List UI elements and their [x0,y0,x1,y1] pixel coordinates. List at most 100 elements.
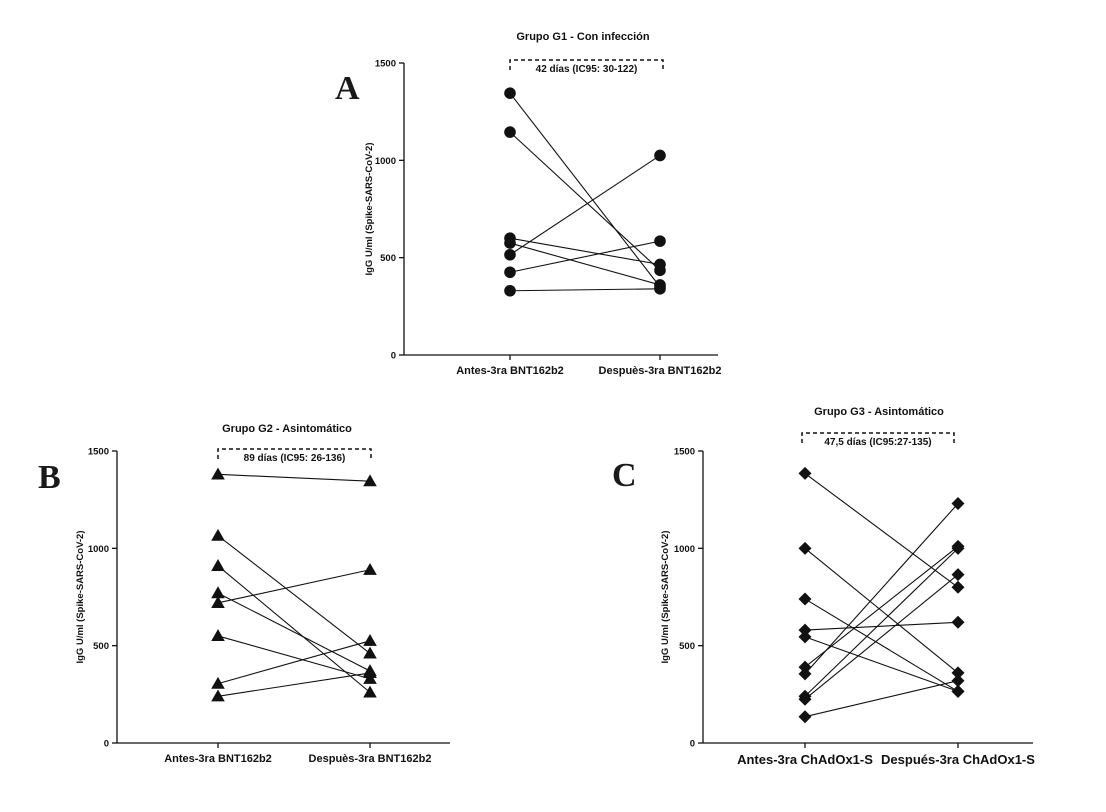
y-tick-label: 1000 [88,544,109,555]
paired-line [804,547,959,697]
y-tick-label: 0 [690,739,695,750]
paired-line [217,569,371,604]
before-point [211,586,225,599]
panel-c-title: Grupo G3 - Asintomático [814,406,944,418]
interval-annotation: 42 días (IC95: 30-122) [536,64,638,75]
interval-bracket [509,59,664,70]
before-point [504,266,516,279]
after-point [363,646,377,659]
paired-line [217,592,371,672]
panel-a: A Grupo G1 - Con infección 0 500 1000 1500 A… [335,31,721,377]
x-category-label: Después-3ra ChAdOx1-S [881,752,1035,767]
paired-line [217,635,371,680]
x-category-label: Antes-3ra BNT162b2 [164,753,272,765]
before-point [504,87,516,99]
before-point [211,676,225,689]
after-point [951,568,965,582]
paired-line [509,237,661,266]
paired-line [217,672,371,697]
paired-line [217,535,371,654]
after-point [951,674,965,688]
y-tick-label: 500 [679,641,695,652]
y-tick-label: 1500 [375,59,396,70]
before-point [211,467,225,480]
x-category-label: Antes-3ra ChAdOx1-S [737,752,873,767]
paired-line [217,640,371,685]
after-point [951,580,965,594]
panel-b: B Grupo G2 - Asintomático 0 500 1000 1500 An… [38,423,450,765]
paired-line [804,680,959,718]
x-category-label: Despuès-3ra BNT162b2 [599,365,722,377]
paired-line [217,565,371,693]
before-point [504,237,516,249]
before-point [798,592,812,606]
before-point [798,667,812,681]
before-point [798,692,812,706]
before-point [798,630,812,644]
paired-line [509,288,661,292]
before-point [798,623,812,637]
paired-line [509,131,661,271]
after-point [654,235,666,247]
x-category-label: Despuès-3ra BNT162b2 [309,753,432,765]
panel-b-plot: 0 500 1000 1500 Antes-3ra BNT162b2 Despuès-3r… [75,447,450,765]
panel-letter-a: A [335,70,360,107]
y-axis-label: IgG U/ml (Spike-SARS-CoV-2) [75,530,86,663]
paired-line [804,598,959,692]
panel-letter-c: C [612,457,637,494]
after-point [951,541,965,555]
after-point [951,615,965,629]
after-point [654,149,666,162]
before-point [211,528,225,541]
after-point [654,283,666,295]
after-point [363,634,377,646]
panel-c: C Grupo G3 - Asintomático 0 500 1000 1500 An… [612,406,1035,767]
paired-line [217,473,371,482]
paired-line [804,472,959,588]
before-point [211,596,225,608]
before-point [211,629,225,642]
y-tick-label: 1000 [674,544,695,555]
x-category-label: Antes-3ra BNT162b2 [456,365,564,377]
before-point [798,541,812,555]
before-point [798,710,812,724]
paired-line [804,574,959,700]
interval-bracket [217,448,372,459]
y-tick-label: 1500 [674,447,695,458]
paired-line [509,155,661,256]
after-point [363,474,377,487]
y-tick-label: 1500 [88,447,109,458]
paired-line [804,503,959,675]
interval-annotation: 47,5 días (IC95:27-135) [824,437,931,448]
panel-c-plot: 0 500 1000 1500 Antes-3ra ChAdOx1-S Después-3… [660,432,1035,767]
y-tick-label: 500 [380,253,396,264]
after-point [951,666,965,680]
after-point [363,562,377,575]
after-point [654,258,666,271]
after-point [951,497,965,511]
before-point [211,689,225,702]
y-tick-label: 0 [391,351,396,362]
y-tick-label: 500 [93,641,109,652]
y-axis-label: IgG U/ml (Spike-SARS-CoV-2) [364,142,375,275]
panel-a-title: Grupo G1 - Con infección [516,31,650,43]
after-point [363,666,377,679]
y-tick-label: 1000 [375,156,396,167]
before-point [504,248,516,261]
paired-line [509,92,661,288]
paired-line [509,242,661,286]
y-axis-label: IgG U/ml (Spike-SARS-CoV-2) [660,530,671,663]
paired-line [509,240,661,273]
interval-bracket [801,432,955,443]
before-point [798,466,812,480]
interval-annotation: 89 días (IC95: 26-136) [244,453,346,464]
before-point [504,126,516,138]
after-point [363,685,377,698]
panel-letter-b: B [38,459,61,496]
before-point [211,559,225,571]
after-point [951,684,965,698]
paired-line [804,621,959,631]
paired-line [804,547,959,674]
y-tick-label: 0 [104,739,109,750]
